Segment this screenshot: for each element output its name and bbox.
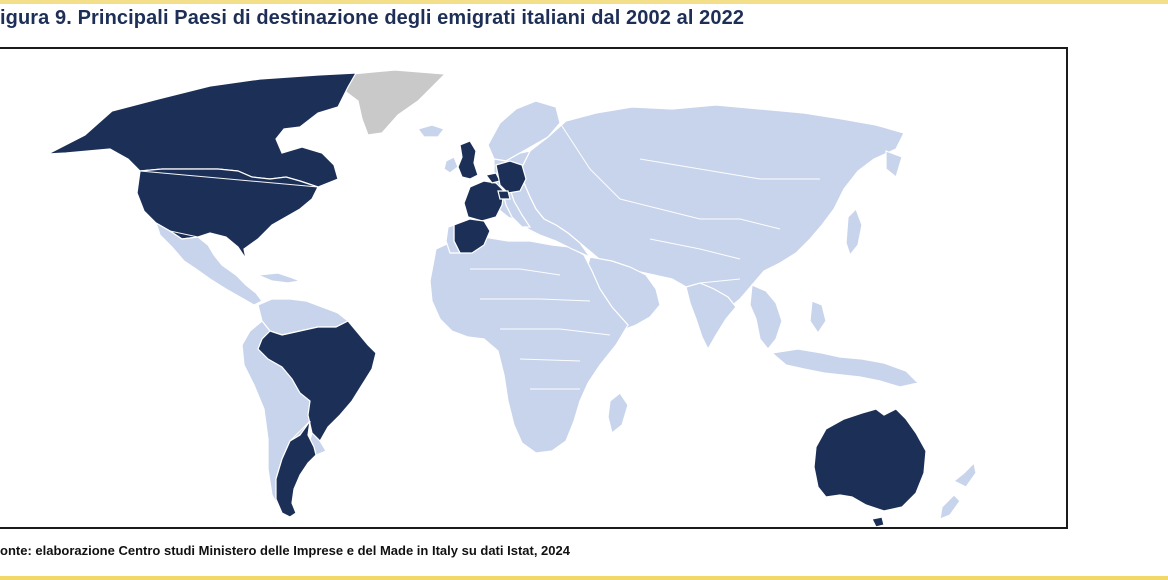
country-united-kingdom bbox=[457, 140, 479, 180]
country-ireland bbox=[443, 156, 459, 174]
world-map bbox=[47, 69, 977, 527]
country-mexico bbox=[154, 221, 263, 306]
borders-americas bbox=[139, 170, 319, 442]
figure-title: igura 9. Principali Paesi di destinazion… bbox=[0, 7, 745, 29]
region-caribbean bbox=[257, 272, 303, 284]
region-philippines bbox=[809, 300, 827, 335]
borders-africa bbox=[470, 268, 611, 390]
country-argentina bbox=[275, 420, 317, 518]
region-africa bbox=[429, 236, 629, 454]
country-brazil bbox=[257, 320, 377, 442]
country-switzerland bbox=[497, 190, 511, 200]
region-tasmania bbox=[871, 516, 885, 527]
country-madagascar bbox=[607, 392, 629, 435]
country-india bbox=[685, 282, 737, 351]
map-frame bbox=[0, 47, 1068, 529]
country-australia bbox=[813, 408, 927, 512]
country-portugal bbox=[445, 224, 461, 254]
source-note: onte: elaborazione Centro studi Minister… bbox=[0, 543, 570, 558]
country-new-zealand bbox=[939, 461, 977, 520]
country-france bbox=[463, 180, 505, 222]
bottom-rule bbox=[0, 576, 1168, 580]
country-japan bbox=[845, 207, 863, 257]
region-indonesia bbox=[770, 348, 920, 388]
country-iceland bbox=[416, 124, 445, 138]
borders-eurasia bbox=[559, 122, 820, 284]
region-southeast-asia bbox=[749, 284, 783, 350]
country-usa bbox=[136, 168, 319, 260]
region-kamchatka bbox=[885, 150, 903, 179]
top-rule bbox=[0, 0, 1168, 4]
country-germany bbox=[495, 160, 527, 194]
country-greenland bbox=[341, 69, 447, 136]
